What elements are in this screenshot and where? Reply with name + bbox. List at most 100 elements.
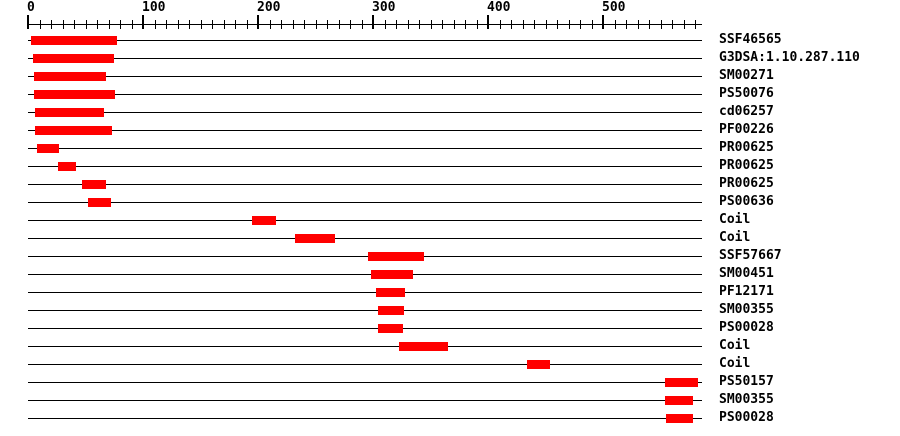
feature-line [28,93,702,95]
feature-line [28,201,702,203]
ruler-minor-tick [614,20,616,29]
feature-bar[interactable] [34,107,104,117]
feature-line [28,399,702,401]
feature-bar[interactable] [666,413,693,423]
feature-bar[interactable] [87,197,111,207]
ruler-minor-tick [534,20,535,29]
ruler-minor-tick [407,20,409,29]
ruler-minor-tick [649,20,650,29]
feature-bar[interactable] [527,359,551,369]
ruler-minor-tick [281,20,282,29]
feature-line [28,237,702,239]
feature-label: PF12171 [719,283,774,299]
feature-bar[interactable] [37,143,60,153]
ruler-minor-tick [626,20,627,29]
feature-bar[interactable] [377,305,405,315]
feature-bar[interactable] [252,215,277,225]
feature-bar[interactable] [82,179,107,189]
ruler-minor-tick [476,20,478,29]
ruler-minor-tick [74,20,75,29]
ruler-major-tick [372,15,374,29]
feature-label: PS50076 [719,85,774,101]
feature-label: PF00226 [719,121,774,137]
ruler-tick-label: 300 [372,0,396,15]
ruler-tick-label: 0 [27,0,35,15]
ruler-minor-tick [269,20,271,29]
feature-bar[interactable] [57,161,77,171]
ruler-tick-label: 100 [142,0,166,15]
ruler-tick-label: 400 [487,0,511,15]
feature-bar[interactable] [665,395,693,405]
ruler-minor-tick [545,20,547,29]
ruler-minor-tick [304,20,305,29]
ruler-minor-tick [212,20,213,29]
feature-label: PR00625 [719,139,774,155]
ruler-minor-tick [430,20,432,29]
feature-line [28,147,702,149]
ruler-tick-label: 500 [602,0,626,15]
feature-bar[interactable] [33,71,107,81]
feature-line [28,39,702,41]
feature-bar[interactable] [370,269,414,279]
feature-label: PS00636 [719,193,774,209]
feature-label: PS00028 [719,409,774,425]
ruler-minor-tick [350,20,351,29]
ruler-minor-tick [695,20,696,29]
ruler-minor-tick [108,20,110,29]
feature-label: Coil [719,229,751,245]
ruler-tick-label: 200 [257,0,281,15]
feature-line [28,291,702,293]
feature-label: SM00271 [719,67,774,83]
feature-line [28,219,702,221]
ruler-minor-tick [511,20,512,29]
feature-bar[interactable] [31,35,117,45]
feature-label: cd06257 [719,103,774,119]
ruler-minor-tick [85,20,87,29]
ruler-minor-tick [246,20,248,29]
feature-bar[interactable] [33,89,116,99]
ruler-minor-tick [62,20,64,29]
feature-bar[interactable] [376,287,406,297]
feature-bar[interactable] [32,53,115,63]
feature-bar[interactable] [665,377,699,387]
feature-bar[interactable] [399,341,448,351]
ruler-major-tick [602,15,604,29]
ruler-minor-tick [292,20,294,29]
feature-line [28,381,702,383]
ruler-minor-tick [453,20,455,29]
ruler-baseline [28,24,702,25]
ruler-minor-tick [557,20,558,29]
ruler-minor-tick [683,20,685,29]
ruler-minor-tick [315,20,317,29]
ruler-minor-tick [419,20,420,29]
ruler-minor-tick [522,20,524,29]
feature-line [28,273,702,275]
ruler-minor-tick [361,20,363,29]
feature-bar[interactable] [34,125,112,135]
ruler-minor-tick [177,20,179,29]
feature-label: SM00355 [719,391,774,407]
feature-line [28,417,702,419]
ruler-minor-tick [396,20,397,29]
feature-line [28,183,702,185]
ruler-minor-tick [154,20,156,29]
ruler-minor-tick [338,20,340,29]
ruler-major-tick [27,15,29,29]
feature-label: SSF46565 [719,31,782,47]
ruler-minor-tick [591,20,593,29]
feature-bar[interactable] [294,233,336,243]
ruler-minor-tick [200,20,202,29]
feature-line [28,309,702,311]
feature-line [28,327,702,329]
ruler-minor-tick [465,20,466,29]
ruler-minor-tick [637,20,639,29]
feature-bar[interactable] [368,251,424,261]
ruler-minor-tick [442,20,443,29]
feature-bar[interactable] [377,323,403,333]
ruler-major-tick [487,15,489,29]
ruler-minor-tick [384,20,386,29]
feature-line [28,75,702,77]
ruler-minor-tick [51,20,52,29]
feature-line [28,111,702,113]
